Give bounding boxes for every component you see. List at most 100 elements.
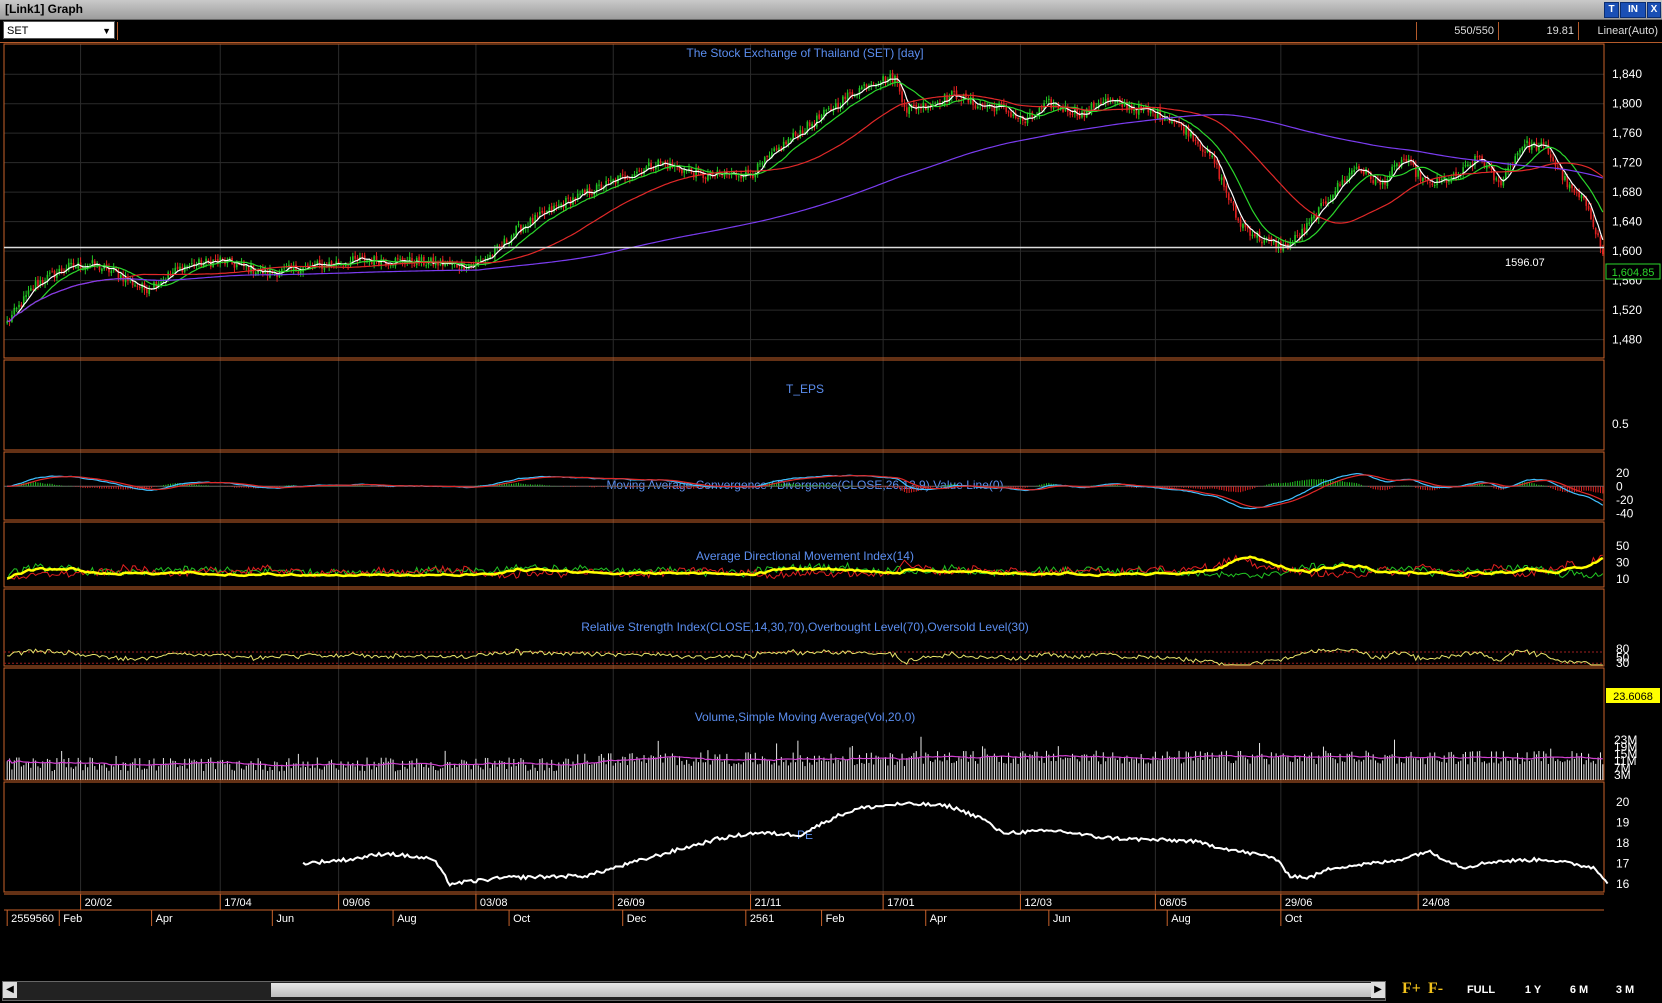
candle-body — [610, 180, 612, 182]
candle-body — [307, 264, 309, 266]
candle-body — [754, 174, 757, 178]
candle-body — [1592, 219, 1595, 227]
volume-tick-label: 11M — [1614, 754, 1636, 768]
candle-body — [496, 245, 499, 248]
candle-body — [645, 166, 648, 170]
candle-body — [254, 272, 257, 276]
candle-body — [1379, 180, 1382, 185]
candle-body — [1197, 141, 1199, 144]
candle-body — [1504, 171, 1507, 180]
candle-body — [1280, 241, 1282, 251]
candle-body — [191, 263, 193, 265]
moving-average-line-50 — [7, 94, 1604, 322]
candle-body — [297, 271, 300, 274]
candle-body — [1438, 178, 1441, 181]
scroll-right-icon[interactable]: ▶ — [1371, 982, 1385, 998]
candle-body — [849, 92, 851, 94]
candle-body — [1400, 159, 1403, 167]
candle-body — [1284, 244, 1287, 246]
candle-body — [988, 104, 991, 108]
candle-body — [711, 171, 714, 177]
candle-body — [174, 267, 177, 274]
candle-body — [420, 257, 423, 263]
candle-body — [678, 166, 681, 171]
range-3m-button[interactable]: 3 M — [1615, 984, 1635, 996]
candle-body — [1339, 184, 1341, 186]
candle-body — [1107, 97, 1109, 102]
panel-borders — [3, 43, 1605, 911]
candle-body — [70, 262, 72, 265]
candle-body — [1485, 165, 1488, 169]
candle-body — [574, 198, 577, 201]
candle-body — [318, 260, 321, 264]
minus-di-line — [6, 554, 1603, 580]
price-tick-label: 1,680 — [1612, 185, 1642, 199]
candle-body — [212, 260, 214, 268]
candle-body — [1069, 111, 1071, 115]
candle-body — [257, 271, 259, 274]
candle-body — [160, 282, 162, 285]
price-tick-label: 1,840 — [1612, 67, 1642, 81]
command-field[interactable] — [117, 22, 1416, 40]
candle-body — [882, 76, 884, 82]
close-button[interactable]: X — [1647, 2, 1661, 18]
candle-body — [969, 97, 972, 104]
moving-average-line-15 — [7, 81, 1604, 322]
candle-body — [1104, 98, 1107, 103]
candle-body — [541, 210, 544, 213]
zoom-out-button[interactable]: F- — [1428, 980, 1444, 997]
candle-body — [730, 172, 733, 174]
candle-body — [1180, 122, 1183, 127]
candle-body — [243, 261, 245, 267]
candle-body — [636, 171, 638, 174]
candle-body — [501, 245, 503, 247]
candle-body — [761, 163, 764, 165]
chart-area[interactable]: The Stock Exchange of Thailand (SET) [da… — [0, 42, 1662, 978]
candle-body — [93, 261, 96, 267]
range-1y-button[interactable]: 1 Y — [1524, 984, 1542, 996]
adx-panel-title: Average Directional Movement Index(14) — [696, 549, 914, 563]
range-full-button[interactable]: FULL — [1466, 984, 1496, 996]
candle-body — [1192, 132, 1195, 142]
candle-body — [1573, 188, 1576, 193]
candle-body — [1211, 155, 1214, 157]
scroll-left-icon[interactable]: ◀ — [3, 982, 17, 998]
candle-body — [1564, 175, 1566, 181]
candle-body — [1358, 166, 1360, 170]
range-6m-button[interactable]: 6 M — [1569, 984, 1589, 996]
chart-toolbar: SET ▼ 550/550 19.81 Linear(Auto) — [0, 20, 1662, 43]
candle-body — [1587, 205, 1590, 210]
candle-body — [1481, 156, 1483, 161]
horizontal-scrollbar[interactable]: ◀ ▶ — [2, 981, 1386, 1001]
candle-body — [1128, 105, 1131, 110]
candle-body — [1024, 121, 1026, 124]
candle-body — [1317, 207, 1320, 220]
scale-mode[interactable]: Linear(Auto) — [1578, 22, 1662, 40]
volume-tick-label: 19M — [1614, 740, 1637, 754]
rsi-badge-box — [1606, 688, 1660, 703]
in-button[interactable]: IN — [1620, 2, 1646, 18]
candle-body — [1500, 180, 1502, 186]
scrollbar-thumb[interactable] — [271, 983, 1371, 997]
candle-body — [529, 218, 532, 226]
candle-body — [1372, 180, 1375, 184]
macd-tick-label: 0 — [1616, 479, 1623, 493]
candle-body — [1100, 102, 1102, 104]
candle-body — [1194, 139, 1197, 141]
zoom-in-button[interactable]: F+ — [1402, 980, 1421, 997]
candle-body — [1495, 178, 1498, 180]
candle-body — [1078, 114, 1081, 119]
candle-body — [1341, 179, 1344, 186]
candle-body — [1514, 156, 1517, 164]
candle-body — [292, 265, 295, 270]
symbol-dropdown[interactable]: SET ▼ — [3, 21, 115, 39]
x-tick-label: 20/02 — [85, 897, 113, 909]
candle-body — [427, 262, 430, 265]
price-tick-label: 1,520 — [1612, 303, 1642, 317]
candle-body — [655, 166, 657, 170]
t-button[interactable]: T — [1604, 2, 1619, 18]
candle-body — [1147, 107, 1150, 113]
candle-body — [967, 97, 970, 103]
candle-body — [1114, 101, 1116, 103]
candle-body — [1393, 165, 1396, 167]
